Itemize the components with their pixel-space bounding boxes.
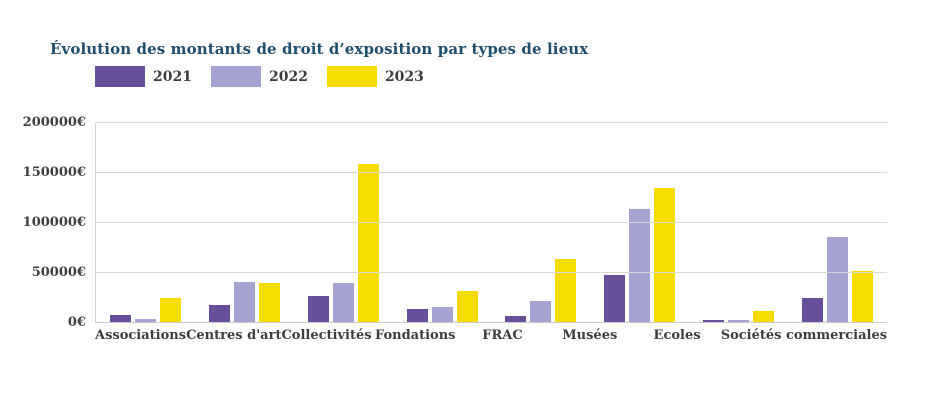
bar-2022-frac: [530, 301, 552, 322]
plot-area: [95, 122, 887, 323]
bar-group-0: [96, 123, 195, 322]
x-tick-label: Musées: [562, 328, 618, 343]
legend-label: 2021: [153, 68, 192, 85]
bar-group-2: [294, 123, 393, 322]
bar-2022-mus-es: [629, 209, 651, 322]
x-tick-label: Sociétés commerciales: [720, 328, 888, 343]
gridline: [96, 222, 887, 223]
legend-item-2022: 2022: [210, 66, 308, 87]
bar-2023-collectivit-s: [357, 164, 379, 322]
bar-group-7: [788, 123, 887, 322]
bar-2022-soci-t-s-commerciales: [827, 237, 849, 322]
x-tick-label: Centres d'art: [186, 328, 282, 343]
y-tick-label: 150000€: [22, 165, 86, 180]
bar-2022-associations: [134, 319, 156, 322]
x-tick-label: Ecoles: [653, 328, 701, 343]
bar-2023-associations: [159, 298, 181, 322]
bar-2023-ecoles: [753, 311, 775, 322]
bar-group-1: [195, 123, 294, 322]
bar-2023-soci-t-s-commerciales: [852, 271, 874, 322]
legend-swatch-2023: [326, 66, 377, 87]
legend-label: 2022: [268, 68, 308, 85]
bar-2023-frac: [555, 259, 577, 322]
x-tick-label: FRAC: [482, 328, 523, 343]
bar-group-3: [393, 123, 492, 322]
bar-2021-frac: [505, 316, 527, 322]
legend-swatch-2021: [95, 66, 145, 87]
x-tick-label: Fondations: [374, 328, 456, 343]
bar-2022-ecoles: [728, 320, 750, 322]
bar-2021-fondations: [406, 309, 428, 322]
bar-2021-ecoles: [703, 320, 725, 322]
bar-2023-mus-es: [654, 188, 676, 322]
bar-2021-collectivit-s: [307, 296, 329, 322]
y-tick-label: 200000€: [22, 115, 86, 130]
bar-2023-fondations: [456, 291, 478, 322]
legend-swatch-2022: [210, 66, 261, 87]
y-tick-label: 0€: [67, 315, 86, 330]
bar-groups-container: [96, 123, 887, 322]
x-tick-label: Collectivités: [281, 328, 372, 343]
bar-2021-centres-d-art: [208, 305, 230, 322]
gridline: [96, 172, 887, 173]
legend-item-2023: 2023: [326, 66, 424, 87]
bar-2021-mus-es: [604, 275, 626, 322]
bar-2021-associations: [109, 315, 131, 322]
bar-2023-centres-d-art: [258, 283, 280, 322]
bar-group-5: [590, 123, 689, 322]
bar-group-4: [492, 123, 591, 322]
x-tick-label: Associations: [95, 328, 187, 343]
chart-title: Évolution des montants de droit d’exposi…: [50, 40, 589, 58]
y-tick-label: 50000€: [31, 265, 86, 280]
bar-group-6: [689, 123, 788, 322]
legend-item-2021: 2021: [95, 66, 192, 87]
bar-2022-fondations: [431, 307, 453, 322]
x-axis: Associations Centres d'art Collectivités Fo…: [95, 328, 887, 343]
gridline: [96, 122, 887, 123]
bar-2021-soci-t-s-commerciales: [802, 298, 824, 322]
bar-2022-collectivit-s: [332, 283, 354, 322]
bar-2022-centres-d-art: [233, 282, 255, 322]
y-tick-label: 100000€: [22, 215, 86, 230]
gridline: [96, 272, 887, 273]
chart-legend: 2021 2022 2023: [95, 66, 443, 87]
legend-label: 2023: [384, 68, 424, 85]
